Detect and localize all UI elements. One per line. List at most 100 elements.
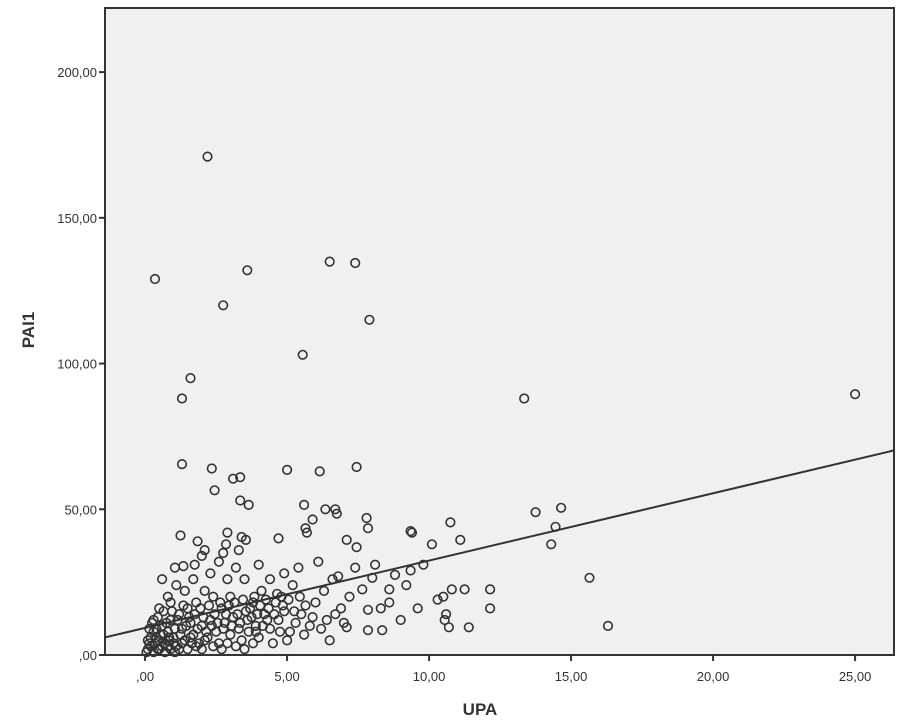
data-point <box>162 591 173 602</box>
data-point <box>230 641 241 652</box>
data-point <box>253 559 264 570</box>
data-point <box>294 591 305 602</box>
data-point <box>519 393 530 404</box>
data-point <box>152 611 163 623</box>
data-point <box>176 393 188 404</box>
data-point <box>208 641 219 652</box>
data-point <box>375 603 386 614</box>
data-point <box>300 600 311 611</box>
data-point <box>218 547 229 559</box>
data-point <box>226 620 237 632</box>
data-point <box>203 600 215 611</box>
y-tick-label: 100,00 <box>57 357 97 372</box>
data-point <box>351 461 362 473</box>
data-points <box>141 151 861 658</box>
data-point <box>198 611 209 623</box>
data-point <box>233 544 244 556</box>
data-point <box>406 527 418 538</box>
data-point <box>324 635 335 646</box>
data-point <box>218 300 229 311</box>
data-point <box>439 614 450 626</box>
x-tick-label: ,00 <box>136 669 154 684</box>
data-point <box>175 530 186 541</box>
data-point <box>401 579 412 591</box>
data-point <box>584 572 595 583</box>
data-point <box>324 256 335 267</box>
data-point <box>459 584 470 595</box>
data-point <box>178 600 189 611</box>
data-point <box>239 644 250 655</box>
data-point <box>361 512 372 524</box>
data-point <box>256 585 267 597</box>
data-point <box>333 571 344 582</box>
y-tick-label: 200,00 <box>57 65 97 80</box>
data-point <box>213 556 224 567</box>
data-point <box>206 620 217 632</box>
data-point <box>157 641 168 652</box>
data-point <box>341 534 352 546</box>
x-tick-label: 5,00 <box>274 669 299 684</box>
data-point <box>300 523 311 534</box>
data-point <box>282 464 293 476</box>
data-point <box>293 562 304 573</box>
data-point <box>223 600 234 611</box>
data-point <box>212 617 223 629</box>
data-point <box>178 560 189 572</box>
data-point <box>318 585 330 597</box>
data-point <box>297 349 308 360</box>
data-point <box>362 604 374 615</box>
x-tick-label: 15,00 <box>555 669 588 684</box>
data-point <box>426 539 438 550</box>
data-point <box>157 574 168 585</box>
data-point <box>301 527 313 538</box>
data-point <box>321 614 332 626</box>
data-point <box>220 539 232 550</box>
data-point <box>277 600 288 611</box>
y-axis: ,00 50,00 100,00 150,00 200,00 <box>57 65 105 663</box>
data-point <box>218 623 229 634</box>
data-point <box>246 611 257 623</box>
data-point <box>335 603 347 614</box>
data-point <box>389 569 401 581</box>
data-point <box>546 539 557 550</box>
y-tick-label: ,00 <box>79 648 97 663</box>
data-point <box>192 536 203 547</box>
data-point <box>299 629 310 640</box>
data-point <box>350 562 361 573</box>
data-point <box>144 638 155 649</box>
data-point <box>455 534 466 546</box>
data-point <box>185 632 196 643</box>
data-point <box>257 620 269 632</box>
data-point <box>240 534 251 546</box>
data-point <box>142 644 153 655</box>
data-point <box>199 544 210 556</box>
data-point <box>602 620 614 632</box>
data-point <box>273 533 284 544</box>
y-tick-label: 150,00 <box>57 211 97 226</box>
data-point <box>252 609 263 620</box>
data-point <box>330 609 341 620</box>
data-point <box>441 609 452 620</box>
data-point <box>269 609 280 620</box>
data-point <box>485 603 496 614</box>
data-point <box>195 603 206 614</box>
data-point <box>274 626 286 637</box>
data-point <box>432 594 443 605</box>
data-point <box>307 514 318 525</box>
data-point <box>230 562 241 573</box>
data-point <box>384 584 395 595</box>
data-point <box>287 579 298 591</box>
data-point <box>253 632 264 643</box>
data-point <box>239 574 250 585</box>
data-point <box>299 499 310 511</box>
data-point <box>196 550 207 562</box>
data-point <box>191 641 202 652</box>
data-point <box>485 584 496 595</box>
data-point <box>370 559 381 570</box>
data-point <box>412 603 423 614</box>
data-point <box>196 644 207 655</box>
data-point <box>188 574 199 585</box>
data-point <box>222 574 233 585</box>
data-point <box>530 507 541 518</box>
x-tick-label: 25,00 <box>839 669 872 684</box>
